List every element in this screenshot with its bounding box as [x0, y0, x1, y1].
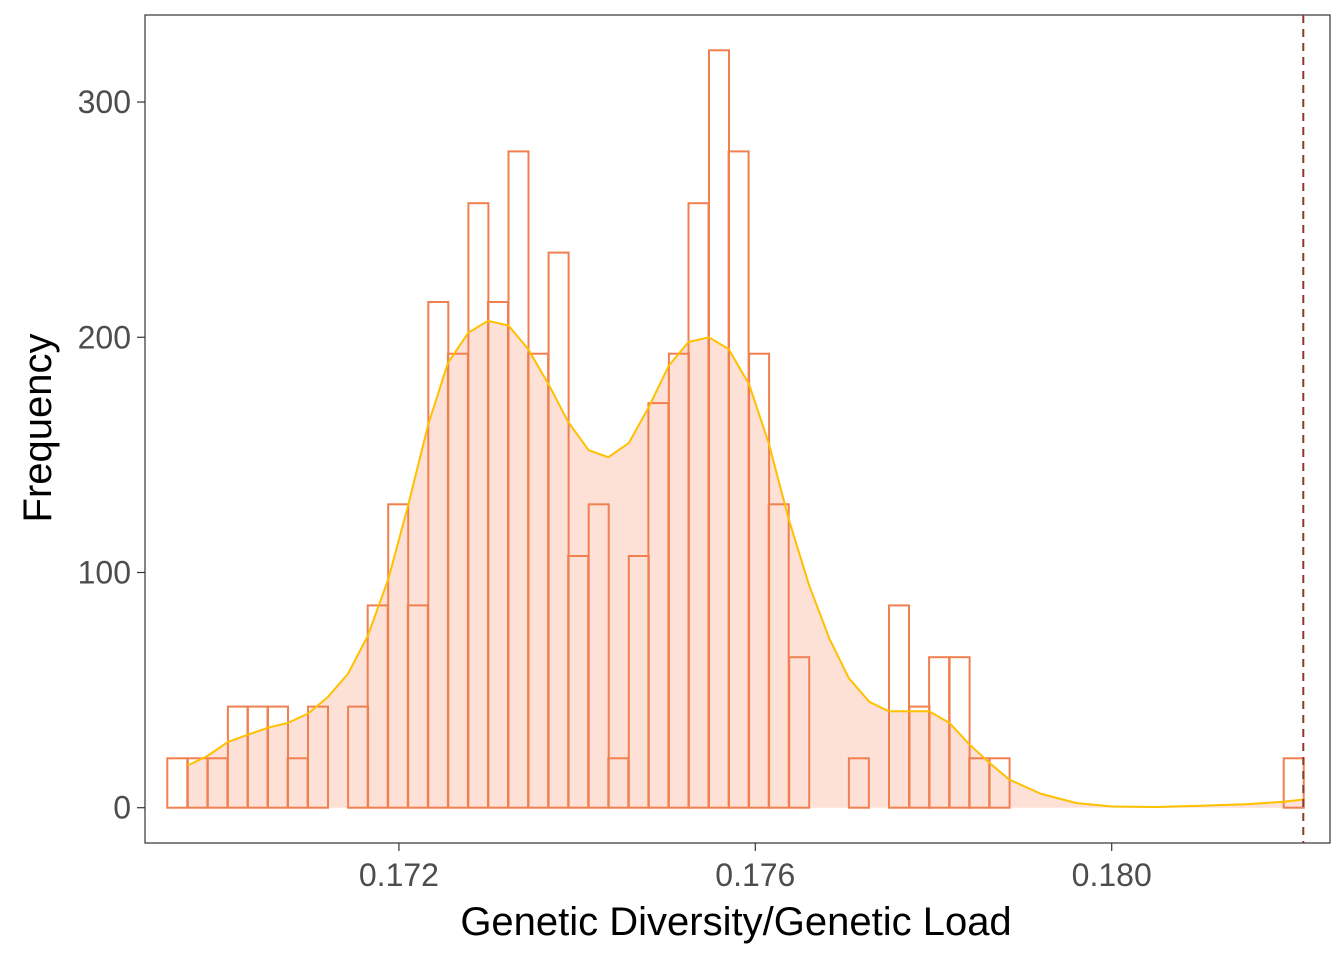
y-tick-label: 100	[78, 554, 131, 590]
panel-border	[144, 14, 1331, 844]
density-fill	[187, 320, 1304, 808]
density-area	[187, 320, 1304, 808]
histogram-bar	[587, 503, 610, 809]
density-curve	[187, 319, 1304, 808]
histogram-bar	[788, 656, 811, 809]
histogram-bar	[547, 251, 570, 809]
histogram-bar	[767, 503, 790, 809]
histogram-bar	[948, 656, 971, 809]
histogram-bar	[307, 705, 329, 809]
histogram-bar	[1282, 757, 1305, 809]
panel	[144, 14, 1331, 844]
y-axis-title: Frequency	[16, 334, 60, 523]
axes: 0.172 0.176 0.180 0 100 200 300	[78, 84, 1152, 893]
x-axis-title: Genetic Diversity/Genetic Load	[460, 900, 1011, 944]
histogram-bar	[988, 757, 1011, 809]
y-tick-label: 200	[78, 319, 131, 355]
y-tick-label: 0	[113, 790, 131, 826]
density-line	[187, 319, 1304, 808]
x-tick-label: 0.180	[1072, 857, 1152, 893]
histogram-bar	[847, 757, 870, 809]
y-tick-label: 300	[78, 84, 131, 120]
x-tick-label: 0.176	[715, 857, 795, 893]
histogram-bar	[267, 705, 289, 809]
histogram-bar	[166, 757, 189, 809]
x-tick-label: 0.172	[359, 857, 439, 893]
histogram-bars	[166, 49, 1305, 809]
